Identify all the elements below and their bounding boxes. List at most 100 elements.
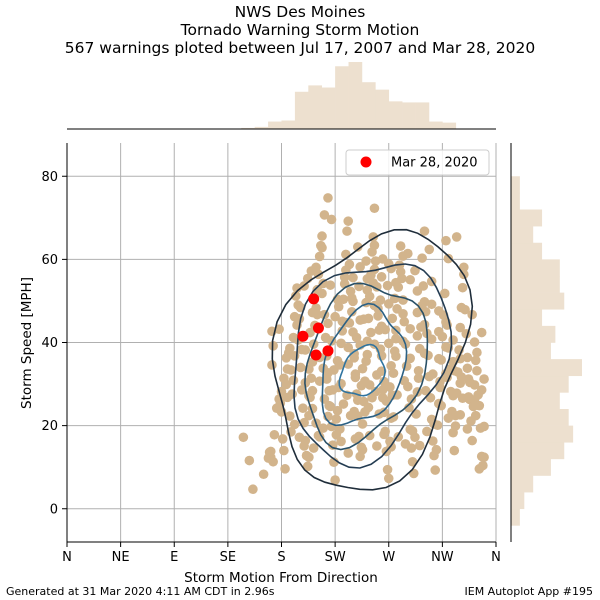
warning-point <box>419 226 430 236</box>
warning-point <box>369 240 380 251</box>
y-hist-bar <box>511 325 556 343</box>
y-hist-bar <box>511 309 543 327</box>
warning-point <box>304 410 314 421</box>
warning-point <box>363 402 374 413</box>
warning-point <box>455 322 466 333</box>
y-hist-bar <box>511 425 574 443</box>
density-contour <box>293 263 453 469</box>
legend-label: Mar 28, 2020 <box>391 156 478 171</box>
warning-point <box>474 464 485 474</box>
warning-point <box>329 365 339 375</box>
warning-point <box>298 403 308 413</box>
warning-point <box>430 465 441 475</box>
x-hist-bar <box>308 85 323 129</box>
warning-point <box>391 333 401 344</box>
warning-point <box>455 410 466 420</box>
warning-point <box>419 319 430 330</box>
speed-direction-histogram-top <box>67 62 496 130</box>
warning-point <box>448 335 458 345</box>
warning-point <box>412 307 423 318</box>
x-hist-bar <box>375 89 390 129</box>
warning-point <box>314 432 325 442</box>
warning-point <box>362 349 373 360</box>
warning-point <box>412 331 423 341</box>
y-hist-bar <box>511 409 569 426</box>
warning-point <box>370 386 381 397</box>
warning-point <box>302 461 313 472</box>
highlight-points <box>297 293 334 361</box>
y-hist-bar <box>511 226 534 244</box>
y-tick-label: 80 <box>41 170 58 185</box>
warning-point <box>362 285 373 295</box>
warning-point <box>295 362 306 373</box>
warning-point <box>385 382 395 392</box>
warning-point <box>307 307 318 318</box>
density-contours <box>271 228 474 491</box>
warning-point <box>304 452 314 463</box>
x-hist-bar <box>415 102 430 129</box>
warning-point <box>348 272 358 283</box>
warning-point <box>412 286 423 296</box>
warning-point <box>442 372 452 383</box>
warning-point <box>361 256 371 266</box>
warning-point <box>456 372 467 382</box>
warning-point <box>420 385 431 396</box>
y-tick-label: 40 <box>41 336 58 351</box>
y-hist-bar <box>511 442 565 460</box>
warning-point <box>319 210 330 220</box>
warning-point <box>369 264 380 275</box>
warning-point <box>349 353 359 363</box>
y-hist-bar <box>511 359 582 377</box>
highlight-point <box>308 293 320 305</box>
warning-point <box>327 385 338 395</box>
warning-point <box>289 419 300 430</box>
warning-point <box>288 375 299 386</box>
warning-point <box>392 390 402 400</box>
warning-point <box>470 410 481 421</box>
warning-point <box>350 372 361 383</box>
warning-point <box>467 435 477 446</box>
warning-point <box>405 323 416 334</box>
warning-point <box>335 424 345 434</box>
warning-point <box>413 365 424 376</box>
warning-point <box>343 342 354 353</box>
warning-point <box>382 280 393 291</box>
warning-point <box>271 403 282 413</box>
warning-point <box>238 432 249 443</box>
density-contour <box>271 228 474 491</box>
warning-point <box>308 443 319 453</box>
warning-point <box>372 370 382 380</box>
highlight-point <box>322 345 334 357</box>
x-tick-label: N <box>491 550 501 565</box>
warning-point <box>383 299 394 309</box>
warning-point <box>479 374 489 384</box>
warning-point <box>338 399 349 409</box>
warning-point <box>404 402 414 413</box>
main-axes: N NE E SE S SW W NW N 0 20 40 60 80 <box>41 143 501 565</box>
warning-point <box>391 277 401 288</box>
warning-point <box>379 429 389 440</box>
warning-point <box>399 316 410 327</box>
warning-point <box>386 360 396 371</box>
x-hist-bar <box>268 121 282 129</box>
warning-point <box>448 390 458 401</box>
warning-point <box>469 337 480 347</box>
y-hist-bar <box>511 392 560 410</box>
warning-point <box>391 351 401 362</box>
warning-point <box>317 231 327 241</box>
y-tick-label: 0 <box>50 502 58 517</box>
warning-point <box>376 321 387 332</box>
warning-point <box>277 434 288 444</box>
y-tick-label: 20 <box>41 419 58 434</box>
warning-point <box>291 291 301 301</box>
warning-point <box>443 253 454 264</box>
warning-point <box>331 414 342 424</box>
warning-point <box>383 473 394 484</box>
warning-point <box>451 232 462 242</box>
warning-point <box>439 288 450 299</box>
x-tick-label: E <box>170 550 178 565</box>
warning-point <box>282 392 293 403</box>
warning-point <box>398 309 408 319</box>
warning-point <box>382 464 393 475</box>
warning-point <box>332 405 343 416</box>
